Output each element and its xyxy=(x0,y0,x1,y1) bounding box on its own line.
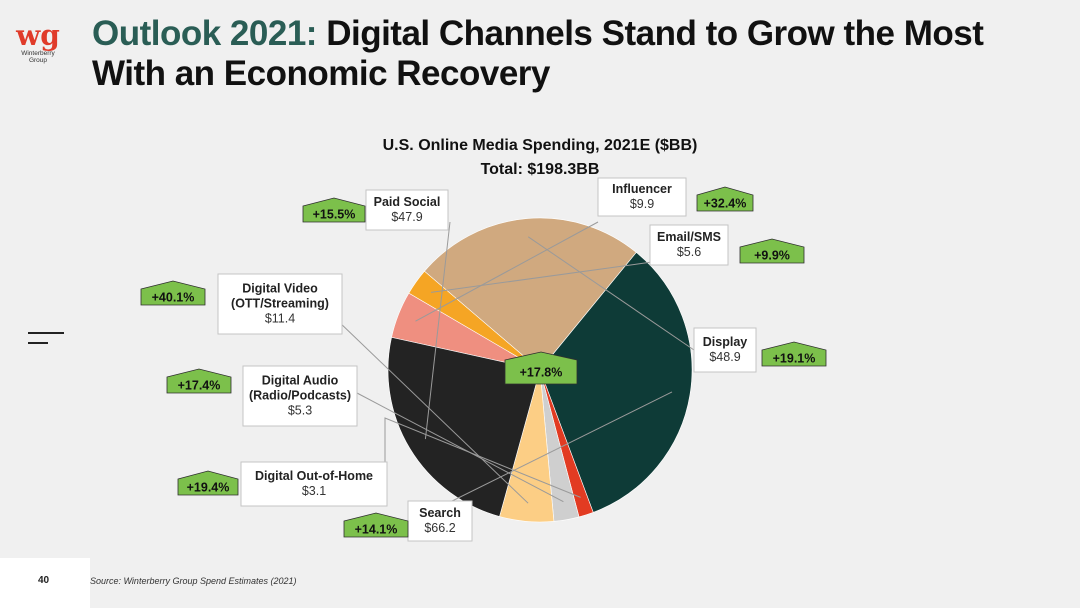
leader-line-display xyxy=(527,236,695,351)
growth-badge-total-shape xyxy=(504,351,578,385)
leader-line-digital-audio-radio-podcasts xyxy=(356,392,564,503)
growth-badge-influencer-text: +32.4% xyxy=(704,197,747,211)
label-value-digital-video-ott-streaming: $11.4 xyxy=(265,312,295,326)
growth-badge-display-text: +19.1% xyxy=(773,352,816,366)
label-value-display: $48.9 xyxy=(709,350,740,364)
growth-badge-display-shape xyxy=(761,341,827,367)
label-name-digital-audio-radio-podcasts-2: (Radio/Podcasts) xyxy=(249,389,351,403)
growth-badge-search-text: +14.1% xyxy=(355,523,398,537)
growth-badge-search-shape xyxy=(343,512,409,538)
leader-line-digital-video-ott-streaming xyxy=(336,319,529,504)
logo-name: Winterberry Group xyxy=(16,50,60,64)
label-value-paid-social: $47.9 xyxy=(391,210,422,224)
growth-badge-paid-social-shape xyxy=(302,197,366,223)
label-value-digital-audio-radio-podcasts: $5.3 xyxy=(288,404,312,418)
growth-badge-paid-social-text: +15.5% xyxy=(313,208,356,222)
label-box-display xyxy=(693,327,757,373)
growth-badge-digital-video-ott-streaming: +40.1% xyxy=(140,280,206,306)
label-box-digital-out-of-home xyxy=(240,461,388,507)
growth-badge-influencer: +32.4% xyxy=(696,186,754,212)
label-name-search-1: Search xyxy=(419,506,461,520)
page-title: Outlook 2021: Digital Channels Stand to … xyxy=(92,14,984,94)
growth-badge-display: +19.1% xyxy=(761,341,827,367)
growth-badge-total: +17.8% xyxy=(504,351,578,385)
page-number: 40 xyxy=(38,575,50,586)
label-box-search xyxy=(407,500,473,542)
label-box-digital-video-ott-streaming xyxy=(217,273,343,335)
label-value-influencer: $9.9 xyxy=(630,197,654,211)
growth-badge-digital-audio-radio-podcasts-shape xyxy=(166,368,232,394)
growth-badge-total-text: +17.8% xyxy=(520,366,563,380)
label-name-paid-social-1: Paid Social xyxy=(374,195,441,209)
pie-slice-display xyxy=(424,217,637,371)
leader-line-email-sms xyxy=(430,261,653,293)
chart-subtitle: Total: $198.3BB xyxy=(481,161,600,178)
growth-badge-email-sms-text: +9.9% xyxy=(754,249,790,263)
growth-badge-digital-video-ott-streaming-shape xyxy=(140,280,206,306)
growth-badge-digital-audio-radio-podcasts: +17.4% xyxy=(166,368,232,394)
page-number-box xyxy=(0,558,90,608)
label-name-digital-out-of-home-1: Digital Out-of-Home xyxy=(255,469,373,483)
label-box-influencer xyxy=(597,177,687,217)
label-name-digital-video-ott-streaming-2: (OTT/Streaming) xyxy=(231,297,329,311)
logo-name-line2: Group xyxy=(28,56,48,64)
growth-badge-digital-video-ott-streaming-text: +40.1% xyxy=(152,291,195,305)
source-note: Source: Winterberry Group Spend Estimate… xyxy=(90,576,297,586)
chart-title: U.S. Online Media Spending, 2021E ($BB) xyxy=(383,137,698,154)
label-name-display-1: Display xyxy=(703,335,748,349)
decorative-lines xyxy=(28,332,64,352)
title-line1: Digital Channels Stand to Grow the Most xyxy=(326,14,984,53)
pie-slice-search xyxy=(539,251,693,513)
logo-name-line1: Winterberry xyxy=(21,49,55,57)
label-value-digital-out-of-home: $3.1 xyxy=(302,484,326,498)
leader-line-search xyxy=(439,391,673,508)
growth-badge-influencer-shape xyxy=(696,186,754,212)
label-name-influencer-1: Influencer xyxy=(612,182,672,196)
pie-slice-paid-social xyxy=(387,337,541,517)
label-box-email-sms xyxy=(649,224,729,266)
winterberry-logo: wg Winterberry Group xyxy=(16,19,60,64)
growth-badge-email-sms-shape xyxy=(739,238,805,264)
label-name-digital-audio-radio-podcasts-1: Digital Audio xyxy=(262,374,339,388)
growth-badge-search: +14.1% xyxy=(343,512,409,538)
title-line2: With an Economic Recovery xyxy=(92,54,550,93)
growth-badge-paid-social: +15.5% xyxy=(302,197,366,223)
logo-mark: wg xyxy=(16,19,60,52)
label-box-digital-audio-radio-podcasts xyxy=(242,365,358,427)
growth-badge-digital-out-of-home: +19.4% xyxy=(177,470,239,496)
leader-line-digital-out-of-home xyxy=(384,417,581,498)
growth-badge-digital-audio-radio-podcasts-text: +17.4% xyxy=(178,379,221,393)
label-name-email-sms-1: Email/SMS xyxy=(657,230,721,244)
label-value-search: $66.2 xyxy=(424,521,455,535)
growth-badge-email-sms: +9.9% xyxy=(739,238,805,264)
growth-badge-digital-out-of-home-shape xyxy=(177,470,239,496)
label-value-email-sms: $5.6 xyxy=(677,245,701,259)
leader-line-influencer xyxy=(415,221,599,322)
title-accent: Outlook 2021: xyxy=(92,14,317,53)
label-box-paid-social xyxy=(365,189,449,231)
label-name-digital-video-ott-streaming-1: Digital Video xyxy=(242,282,318,296)
leader-line-paid-social xyxy=(424,221,451,440)
growth-badge-digital-out-of-home-text: +19.4% xyxy=(187,481,230,495)
